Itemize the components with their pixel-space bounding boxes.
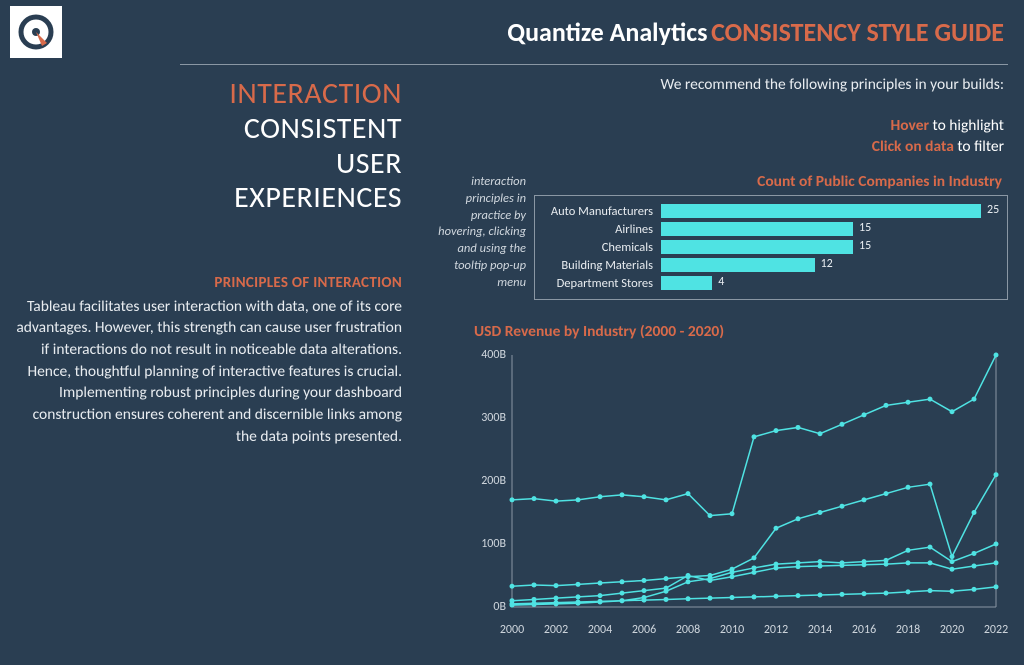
bar-caption: interaction principles in practice by ho…: [430, 172, 534, 300]
brand-name: Quantize Analytics: [507, 16, 707, 48]
bar-row[interactable]: Building Materials 12: [535, 257, 999, 274]
principles-body: Tableau facilitates user interaction wit…: [10, 296, 402, 448]
principles-heading: PRINCIPLES OF INTERACTION: [10, 274, 402, 292]
x-axis-tick: 2018: [896, 623, 920, 637]
tip-hover-accent: Hover: [890, 116, 929, 135]
page-title: CONSISTENCY STYLE GUIDE: [711, 16, 1004, 48]
bar-row[interactable]: Airlines 15: [535, 221, 999, 238]
bar-chart[interactable]: Auto Manufacturers 25 Airlines 15 Chemicals 1…: [534, 195, 1008, 300]
tips-block: Hover to highlight Click on data to filt…: [430, 116, 1008, 158]
tip-click-accent: Click on data: [872, 137, 954, 156]
bar-label: Airlines: [535, 222, 661, 237]
y-axis-tick: 100B: [481, 537, 506, 551]
bar-chart-title: Count of Public Companies in Industry: [534, 172, 1008, 191]
x-axis-tick: 2020: [940, 623, 964, 637]
x-axis-tick: 2012: [764, 623, 788, 637]
bar-label: Building Materials: [535, 258, 661, 273]
bar-value: 15: [859, 239, 871, 253]
x-axis-tick: 2002: [544, 623, 568, 637]
y-axis-tick: 0B: [493, 600, 506, 614]
bar-label: Department Stores: [535, 276, 661, 291]
x-axis-tick: 2014: [808, 623, 832, 637]
x-axis-tick: 2022: [984, 623, 1008, 637]
bar-row[interactable]: Chemicals 15: [535, 239, 999, 256]
line-chart[interactable]: 0B100B200B300B400B2000200220042006200820…: [474, 349, 1004, 619]
y-axis-tick: 400B: [481, 348, 506, 362]
y-axis-tick: 200B: [481, 474, 506, 488]
x-axis-tick: 2010: [720, 623, 744, 637]
x-axis-tick: 2006: [632, 623, 656, 637]
nav-title: INTERACTION: [10, 75, 402, 112]
x-axis-tick: 2004: [588, 623, 612, 637]
nav-line-2: USER: [10, 147, 402, 182]
y-axis-tick: 300B: [481, 411, 506, 425]
x-axis-tick: 2016: [852, 623, 876, 637]
bar-row[interactable]: Auto Manufacturers 25: [535, 203, 999, 220]
bar-row[interactable]: Department Stores 4: [535, 275, 999, 292]
bar-value: 12: [821, 257, 833, 271]
bar-value: 15: [859, 221, 871, 235]
x-axis-tick: 2000: [500, 623, 524, 637]
bar-value: 25: [987, 203, 999, 217]
recommend-text: We recommend the following principles in…: [430, 75, 1008, 94]
brand-logo: [10, 6, 62, 58]
x-axis-tick: 2008: [676, 623, 700, 637]
bar-value: 4: [718, 275, 724, 289]
bar-label: Auto Manufacturers: [535, 204, 661, 219]
nav-line-1: CONSISTENT: [10, 112, 402, 147]
tip-hover-rest: to highlight: [929, 116, 1004, 135]
line-chart-title: USD Revenue by Industry (2000 - 2020): [474, 322, 1008, 341]
bar-label: Chemicals: [535, 240, 661, 255]
tip-click-rest: to filter: [954, 137, 1004, 156]
nav-line-3: EXPERIENCES: [10, 181, 402, 216]
